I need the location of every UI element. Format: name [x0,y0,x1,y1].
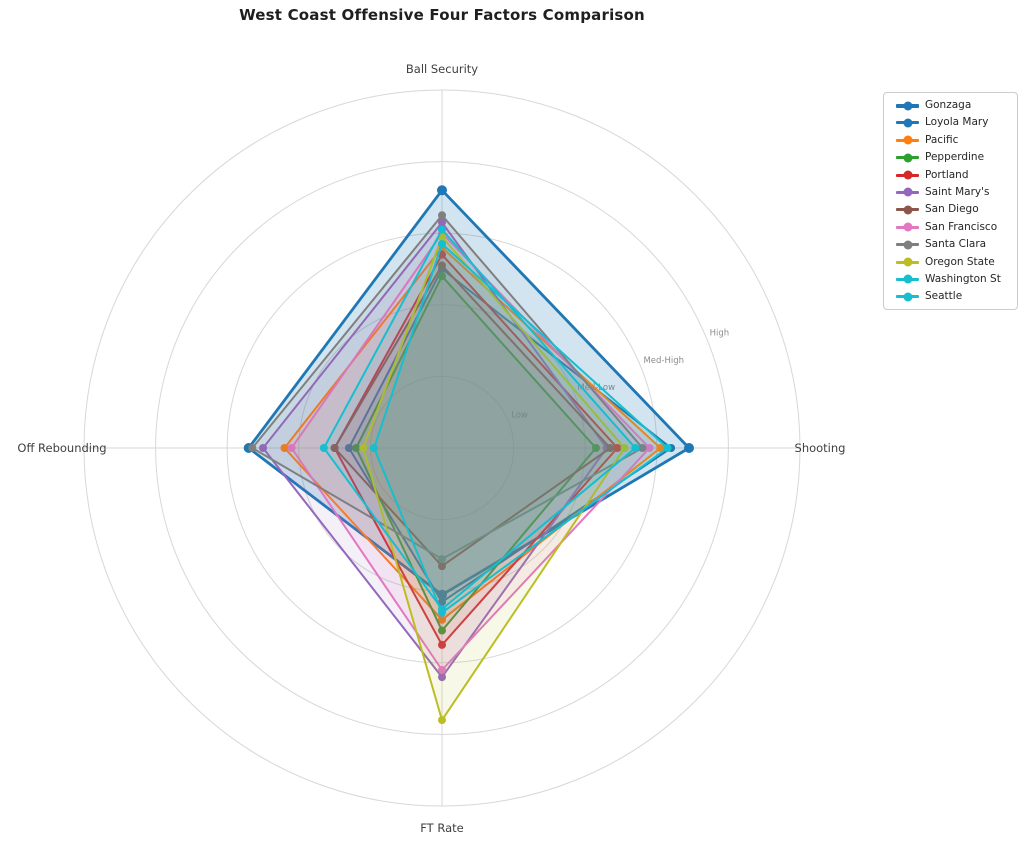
radar-fill-oregon-state [363,236,625,721]
legend-item-pepperdine: Pepperdine [896,151,1011,164]
radar-marker-portland-shooting [613,444,622,452]
radial-tick-label: High [710,328,730,338]
radar-marker-pepperdine-off-rebounding [352,444,361,452]
legend-label: San Francisco [925,220,998,233]
legend-line-marker-icon [896,135,919,145]
axis-label-ball-security: Ball Security [406,62,478,76]
legend-item-washington-st: Washington St [896,273,1011,286]
radar-marker-gonzaga-ball-security [437,185,447,196]
legend-line-marker-icon [896,170,919,180]
radar-marker-saint-mary-s-ball-security [438,218,446,227]
radar-marker-san-francisco-ft-rate [438,665,446,674]
radar-marker-pacific-off-rebounding [280,444,289,452]
radar-marker-saint-mary-s-off-rebounding [259,444,267,452]
legend-line-marker-icon [896,274,919,284]
legend-line-marker-icon [896,101,919,110]
radar-marker-santa-clara-ball-security [438,211,446,220]
legend-item-loyola-mary: Loyola Mary [896,116,1011,129]
legend-label: Gonzaga [925,99,972,111]
radar-marker-san-diego-ft-rate [438,562,446,571]
radar-marker-washington-st-shooting [631,444,640,452]
radar-marker-santa-clara-off-rebounding [248,444,257,452]
radar-fill-loyola-mary [348,269,672,602]
legend-label: Pacific [925,133,959,146]
legend-line-marker-icon [896,153,919,163]
radar-marker-saint-mary-s-ft-rate [438,673,446,682]
legend-item-oregon-state: Oregon State [896,256,1011,269]
legend-label: Saint Mary's [925,185,990,198]
legend-line-marker-icon [896,118,919,128]
legend-line-marker-icon [896,257,919,267]
legend-line-marker-icon [896,240,919,250]
legend-line-marker-icon [896,222,919,232]
legend-label: Santa Clara [925,238,987,251]
chart-title: West Coast Offensive Four Factors Compar… [239,6,645,24]
radar-marker-seattle-ft-rate [438,608,446,617]
radar-marker-san-francisco-off-rebounding [287,444,296,452]
radar-marker-oregon-state-ft-rate [438,716,446,725]
radar-marker-oregon-state-shooting [620,444,629,452]
radar-marker-san-diego-shooting [606,444,615,452]
radar-marker-pepperdine-ft-rate [438,626,446,635]
radar-marker-oregon-state-off-rebounding [359,444,368,452]
radar-marker-washington-st-ball-security [438,225,446,234]
legend-label: San Diego [925,203,979,216]
radar-marker-washington-st-off-rebounding [319,444,328,452]
legend-item-saint-mary-s: Saint Mary's [896,186,1011,199]
radar-marker-loyola-mary-off-rebounding [344,444,353,452]
radar-marker-pacific-ft-rate [438,615,446,624]
radar-marker-santa-clara-shooting [638,444,647,452]
axis-label-shooting: Shooting [795,441,846,455]
legend-line-marker-icon [896,205,919,215]
radar-marker-seattle-shooting [663,444,672,452]
radar-fill-saint-mary-s [263,222,607,678]
legend-item-gonzaga: Gonzaga [896,99,1011,112]
legend: Gonzaga Loyola Mary Pacific Pepperdine Portl… [883,92,1018,311]
legend-item-san-diego: San Diego [896,203,1011,216]
legend-item-seattle: Seattle [896,290,1011,303]
radar-marker-loyola-mary-ft-rate [438,597,446,606]
legend-line-marker-icon [896,187,919,197]
legend-label: Washington St [925,272,1001,285]
legend-label: Pepperdine [925,151,985,164]
radar-fill-pepperdine [356,276,596,631]
legend-label: Seattle [925,290,963,303]
radar-marker-gonzaga-shooting [684,443,695,453]
radar-marker-seattle-off-rebounding [369,444,378,452]
legend-label: Oregon State [925,255,995,268]
radar-marker-seattle-ball-security [438,239,446,248]
radar-marker-san-francisco-shooting [645,444,654,452]
legend-label: Portland [925,168,969,181]
axis-label-off-rebounding: Off Rebounding [17,441,106,455]
radar-marker-portland-ft-rate [438,640,446,649]
radar-marker-san-diego-ball-security [438,261,446,270]
legend-item-pacific: Pacific [896,134,1011,147]
legend-line-marker-icon [896,292,919,302]
radar-fill-seattle [374,243,668,613]
radar-marker-pepperdine-ball-security [438,272,446,281]
radar-fill-santa-clara [252,215,643,560]
legend-item-santa-clara: Santa Clara [896,238,1011,251]
legend-label: Loyola Mary [925,116,989,129]
radar-marker-santa-clara-ft-rate [438,554,446,563]
radial-tick-label: Low [511,411,528,421]
legend-item-san-francisco: San Francisco [896,221,1011,234]
radar-marker-pacific-shooting [656,444,665,452]
radar-marker-san-diego-off-rebounding [330,444,339,452]
radial-tick-label: Med-High [643,356,684,366]
axis-label-ft-rate: FT Rate [420,821,463,835]
radar-marker-pepperdine-shooting [591,444,600,452]
legend-item-portland: Portland [896,169,1011,182]
